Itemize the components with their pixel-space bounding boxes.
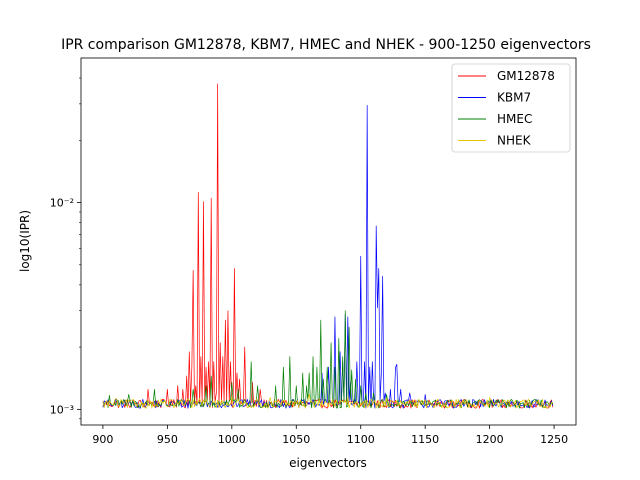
legend-label-hmec: HMEC bbox=[497, 112, 532, 126]
x-tick-label: 1050 bbox=[282, 433, 310, 446]
x-axis: 900 950 1000 1050 1100 1150 1200 1250 bbox=[92, 425, 568, 446]
plot-lines bbox=[102, 83, 554, 409]
legend-label-kbm7: KBM7 bbox=[497, 91, 531, 105]
series-line-hmec bbox=[102, 310, 554, 409]
y-tick-label: 10⁻² bbox=[50, 197, 74, 210]
legend: GM12878 KBM7 HMEC NHEK bbox=[451, 63, 571, 153]
x-tick-label: 1150 bbox=[411, 433, 439, 446]
x-tick-label: 1100 bbox=[347, 433, 375, 446]
legend-label-gm12878: GM12878 bbox=[497, 69, 555, 83]
x-tick-label: 950 bbox=[157, 433, 178, 446]
x-tick-label: 1000 bbox=[218, 433, 246, 446]
x-tick-label: 900 bbox=[92, 433, 113, 446]
series-line-nhek bbox=[102, 394, 553, 409]
plot-frame bbox=[80, 57, 577, 426]
x-axis-label: eigenvectors bbox=[289, 456, 367, 470]
legend-box bbox=[451, 63, 571, 153]
x-tick-label: 1250 bbox=[540, 433, 568, 446]
y-axis: 10⁻³ 10⁻² bbox=[50, 77, 81, 420]
x-tick-label: 1200 bbox=[476, 433, 504, 446]
y-tick-label: 10⁻³ bbox=[50, 403, 74, 416]
y-axis-label: log10(IPR) bbox=[18, 210, 32, 272]
legend-label-nhek: NHEK bbox=[497, 134, 532, 148]
chart-title: IPR comparison GM12878, KBM7, HMEC and N… bbox=[61, 37, 591, 53]
